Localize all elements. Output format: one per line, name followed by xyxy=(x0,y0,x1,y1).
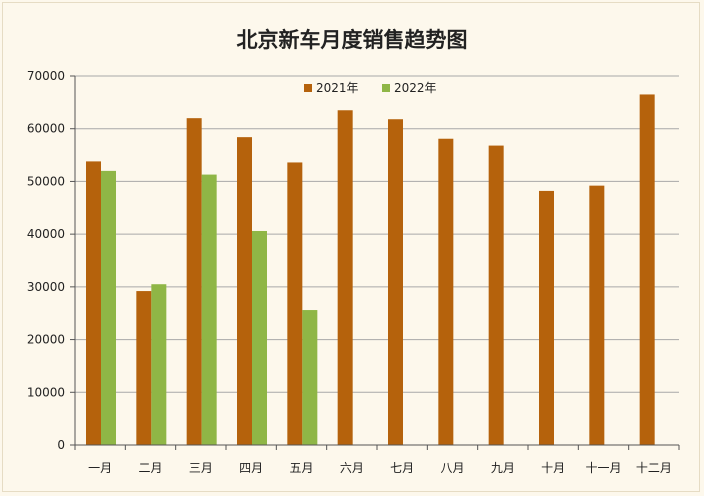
x-tick-label: 六月 xyxy=(340,461,364,475)
y-tick-label: 70000 xyxy=(27,69,65,83)
bars xyxy=(86,94,655,446)
bar-2021 xyxy=(86,161,101,445)
axes xyxy=(74,76,680,450)
y-tick-label: 0 xyxy=(57,438,65,452)
chart-title: 北京新车月度销售趋势图 xyxy=(236,28,468,52)
bar-2021 xyxy=(488,145,504,445)
bar-2022 xyxy=(201,174,217,445)
x-tick-label: 八月 xyxy=(440,461,464,475)
legend: 2021年 2022年 xyxy=(304,81,437,95)
y-tick-labels: 0 10000 20000 30000 40000 50000 60000 70000 xyxy=(27,69,65,452)
bar-2021 xyxy=(388,119,403,446)
x-tick-label: 七月 xyxy=(390,461,414,475)
x-tick-label: 一月 xyxy=(88,461,112,475)
bar-2021 xyxy=(237,137,252,446)
gridlines xyxy=(70,75,679,446)
y-tick-label: 30000 xyxy=(27,280,65,294)
bar-2022 xyxy=(252,230,267,445)
x-tick-label: 二月 xyxy=(138,461,162,475)
legend-label: 2021年 xyxy=(316,81,359,95)
bar-2021 xyxy=(589,185,605,445)
x-tick-label: 十二月 xyxy=(636,461,672,475)
x-tick-label: 十月 xyxy=(541,461,565,475)
x-tick-label: 四月 xyxy=(239,461,263,475)
chart-frame xyxy=(2,2,700,492)
bar-2022 xyxy=(101,170,116,445)
y-tick-label: 10000 xyxy=(27,385,65,399)
bar-2021 xyxy=(539,190,554,445)
y-tick-label: 50000 xyxy=(27,174,65,188)
x-tick-label: 三月 xyxy=(189,461,213,475)
bar-2022 xyxy=(151,284,167,445)
bar-2021 xyxy=(186,118,202,446)
bar-2022 xyxy=(302,310,318,445)
y-tick-label: 40000 xyxy=(27,227,65,241)
legend-label: 2022年 xyxy=(394,81,437,95)
x-tick-label: 九月 xyxy=(491,461,515,475)
x-tick-labels: 一月 二月 三月 四月 五月 六月 七月 八月 九月 十月 十一月 十二月 xyxy=(88,461,672,475)
legend-swatch xyxy=(382,84,390,92)
x-tick-label: 五月 xyxy=(289,461,313,475)
bar-2021 xyxy=(136,291,152,445)
y-tick-label: 60000 xyxy=(27,122,65,136)
x-tick-label: 十一月 xyxy=(585,461,621,475)
bar-2021 xyxy=(438,138,454,446)
legend-swatch xyxy=(304,84,312,92)
bar-2021 xyxy=(337,110,353,445)
bar-2021 xyxy=(287,162,303,446)
bar-2021 xyxy=(639,94,655,445)
y-tick-label: 20000 xyxy=(27,333,65,347)
